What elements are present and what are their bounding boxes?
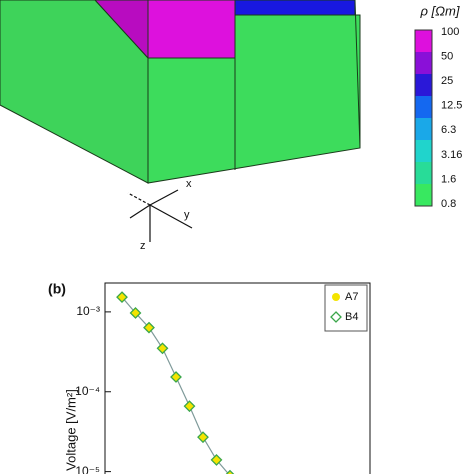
colorbar: 100 50 25 12.5 6.3 3.16 1.6 0.8 [414, 26, 462, 210]
y-tick-label: 10⁻³ [76, 304, 100, 318]
colorbar-band [415, 184, 432, 207]
edge [354, 0, 361, 149]
marker [158, 344, 167, 353]
triad-x [149, 189, 179, 206]
y-tick-label: 10⁻⁵ [75, 464, 100, 474]
colorbar-tick-label: 50 [441, 50, 453, 62]
legend-marker [332, 293, 340, 301]
colorbar-tick-label: 0.8 [441, 198, 456, 210]
plot-frame [104, 282, 371, 474]
legend-label: A7 [345, 291, 358, 303]
legend-label: B4 [345, 311, 358, 323]
colorbar-frame [414, 29, 433, 207]
y-axis-label: Voltage [V/m²] [63, 389, 78, 471]
colorbar-band [415, 140, 432, 163]
triad-label: x [186, 178, 192, 190]
colorbar-title: ρ [Ωm] [420, 3, 460, 18]
triad-label: z [140, 240, 146, 252]
colorbar-band [415, 118, 432, 141]
marker [199, 433, 207, 442]
colorbar-band [415, 74, 432, 97]
triad-dash [127, 192, 151, 206]
marker [156, 342, 169, 355]
colorbar-tick-label: 3.16 [441, 149, 462, 161]
colorbar-tick-label: 12.5 [441, 100, 462, 112]
triad-back [129, 204, 151, 219]
marker [172, 372, 180, 381]
legend-marker [330, 311, 342, 323]
y-tick-label: 10⁻⁴ [75, 384, 100, 398]
marker [116, 291, 128, 304]
triad-y [149, 204, 193, 229]
marker [197, 431, 209, 444]
colorbar-tick-label: 100 [441, 26, 459, 38]
fit-line [121, 296, 230, 474]
marker [170, 371, 182, 383]
colorbar-tick-label: 25 [441, 75, 453, 87]
colorbar-band [415, 162, 432, 185]
marker [145, 323, 153, 332]
marker [129, 307, 142, 319]
colorbar-tick-label: 6.3 [441, 124, 456, 136]
marker [118, 293, 126, 302]
block-front [147, 0, 236, 59]
marker [185, 402, 194, 411]
colorbar-band [415, 52, 432, 75]
marker [131, 308, 140, 317]
panel-label: (b) [48, 281, 66, 297]
colorbar-tick-label: 1.6 [441, 173, 456, 185]
block-blue [234, 0, 356, 16]
colorbar-band [415, 30, 432, 53]
marker [143, 321, 155, 334]
legend-frame [324, 284, 368, 332]
marker [183, 400, 196, 413]
plot: 10⁻³ 10⁻⁴ 10⁻⁵ A7 B4 [75, 284, 368, 474]
colorbar-band [415, 96, 432, 119]
axes-triad [127, 189, 193, 242]
triad-label: y [184, 209, 190, 221]
block-model [0, 0, 361, 184]
marker [212, 455, 221, 464]
marker [210, 454, 223, 466]
